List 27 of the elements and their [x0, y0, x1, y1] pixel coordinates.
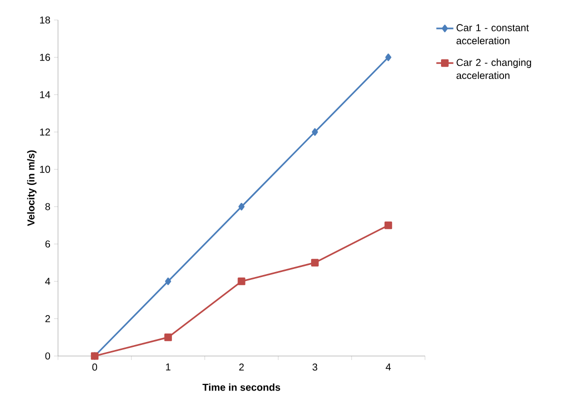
y-tick-label: 6: [45, 240, 50, 248]
legend-label: Car 2 - changing acceleration: [456, 58, 532, 79]
point: [311, 258, 319, 266]
x-tick-label: 1: [166, 364, 170, 370]
point: [312, 128, 318, 136]
x-axis-title: Time in seconds: [202, 383, 280, 391]
x-tick-label: 2: [239, 364, 244, 371]
point: [165, 278, 172, 286]
y-tick-label: 0: [45, 352, 50, 360]
point: [164, 334, 172, 342]
y-tick-label: 14: [40, 91, 50, 98]
x-tick-label: 4: [386, 364, 391, 370]
y-tick-label: 16: [40, 54, 50, 61]
y-tick-label: 4: [45, 278, 50, 285]
point: [384, 222, 392, 230]
y-tick-label: 18: [40, 16, 50, 24]
y-tick-label: 2: [45, 315, 50, 322]
y-tick-label: 8: [45, 203, 50, 210]
y-tick-label: 12: [40, 128, 50, 136]
point: [238, 278, 246, 286]
y-tick-label: 10: [40, 166, 50, 173]
point: [385, 54, 392, 62]
x-tick-label: 3: [312, 364, 318, 371]
point: [238, 202, 245, 210]
y-axis-title: Velocity (in m/s): [27, 150, 36, 226]
x-tick-label: 0: [92, 364, 98, 371]
legend-label: Car 1 - constant acceleration: [456, 24, 529, 44]
